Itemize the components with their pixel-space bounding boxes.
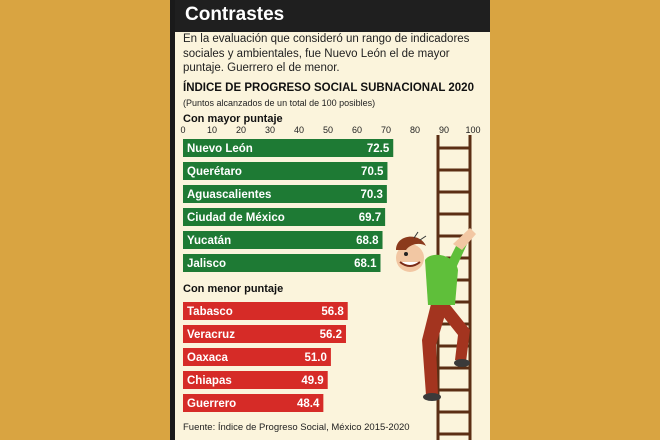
- data-label: 70.5: [361, 166, 384, 178]
- bar: [183, 185, 387, 203]
- category-label: Aguascalientes: [187, 189, 271, 201]
- data-label: 49.9: [301, 375, 323, 387]
- section-label-top: Con mayor puntaje: [183, 113, 283, 125]
- page-title: Contrastes: [185, 4, 285, 25]
- data-label: 56.2: [320, 329, 342, 341]
- data-label: 69.7: [359, 212, 381, 224]
- category-label: Chiapas: [187, 375, 232, 387]
- chart-title: ÍNDICE DE PROGRESO SOCIAL SUBNACIONAL 20…: [183, 82, 474, 94]
- bar: [183, 394, 324, 412]
- data-label: 72.5: [367, 143, 390, 155]
- x-tick-label: 30: [265, 125, 275, 135]
- x-tick-label: 50: [323, 125, 333, 135]
- bar: [183, 231, 383, 249]
- bar: [183, 208, 386, 226]
- x-tick-label: 100: [465, 125, 480, 135]
- climber-figure-icon: [396, 228, 476, 401]
- x-tick-label: 80: [410, 125, 420, 135]
- category-label: Ciudad de México: [187, 212, 285, 224]
- bar: [183, 162, 388, 180]
- x-tick-label: 60: [352, 125, 362, 135]
- category-label: Veracruz: [187, 329, 235, 341]
- bar: [183, 371, 328, 389]
- data-label: 70.3: [360, 189, 382, 201]
- bar: [183, 139, 394, 157]
- x-tick-label: 10: [207, 125, 217, 135]
- category-label: Nuevo León: [187, 143, 253, 155]
- infographic-card: Contrastes En la evaluación que consider…: [170, 0, 490, 440]
- bar-chart: 0 10 20 30 40 50 60 70 80 90 100 Nuevo León 72.5 Que…: [180, 125, 481, 412]
- category-label: Guerrero: [187, 398, 236, 410]
- data-label: 56.8: [321, 306, 344, 318]
- data-label: 48.4: [297, 398, 320, 410]
- data-label: 51.0: [305, 352, 327, 364]
- data-label: 68.1: [354, 258, 377, 270]
- bar: [183, 302, 348, 320]
- category-label: Yucatán: [187, 235, 231, 247]
- bar: [183, 254, 381, 272]
- category-label: Tabasco: [187, 306, 233, 318]
- source-note: Fuente: Índice de Progreso Social, Méxic…: [183, 422, 410, 433]
- x-tick-label: 40: [294, 125, 304, 135]
- x-tick-label: 70: [381, 125, 391, 135]
- category-label: Querétaro: [187, 166, 242, 178]
- section-label-bottom: Con menor puntaje: [183, 283, 284, 295]
- bar: [183, 348, 331, 366]
- ladder-illustration: [396, 135, 476, 440]
- x-tick-label: 0: [180, 125, 185, 135]
- data-label: 68.8: [356, 235, 379, 247]
- intro-text: En la evaluación que consideró un rango …: [183, 33, 470, 74]
- header-bar: Contrastes: [175, 0, 490, 32]
- category-label: Oaxaca: [187, 352, 229, 364]
- chart-subtitle: (Puntos alcanzados de un total de 100 po…: [183, 98, 376, 108]
- x-tick-label: 20: [236, 125, 246, 135]
- category-label: Jalisco: [187, 258, 226, 270]
- bar: [183, 325, 346, 343]
- x-tick-label: 90: [439, 125, 449, 135]
